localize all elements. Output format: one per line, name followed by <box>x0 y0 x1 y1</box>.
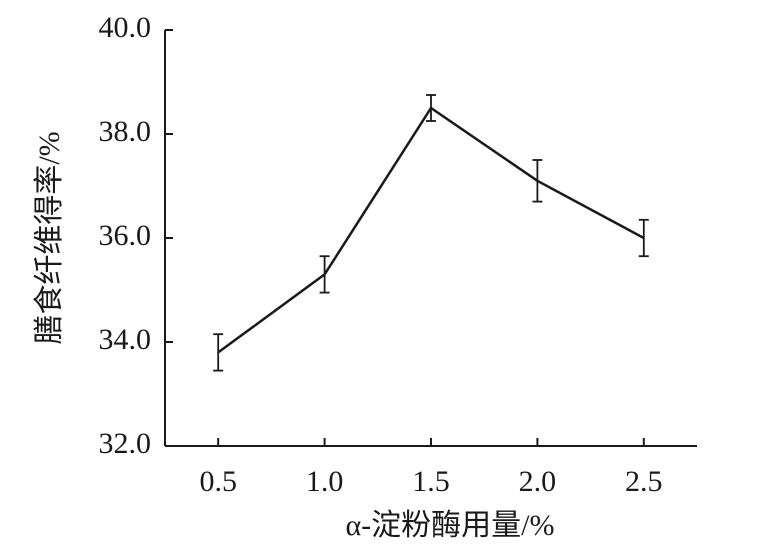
y-axis-label: 膳食纤维得率/% <box>33 131 66 344</box>
y-tick-label: 32.0 <box>99 427 152 460</box>
x-axis-label: α-淀粉酶用量/% <box>345 509 554 542</box>
x-tick-label: 2.5 <box>625 465 663 498</box>
y-tick-label: 36.0 <box>99 219 152 252</box>
x-tick-label: 0.5 <box>199 465 237 498</box>
x-tick-label: 1.0 <box>306 465 344 498</box>
x-tick-label: 2.0 <box>519 465 557 498</box>
y-tick-label: 38.0 <box>99 115 152 148</box>
x-tick-label: 1.5 <box>412 465 450 498</box>
y-tick-label: 34.0 <box>99 323 152 356</box>
y-tick-label: 40.0 <box>99 11 152 44</box>
line <box>217 106 645 354</box>
